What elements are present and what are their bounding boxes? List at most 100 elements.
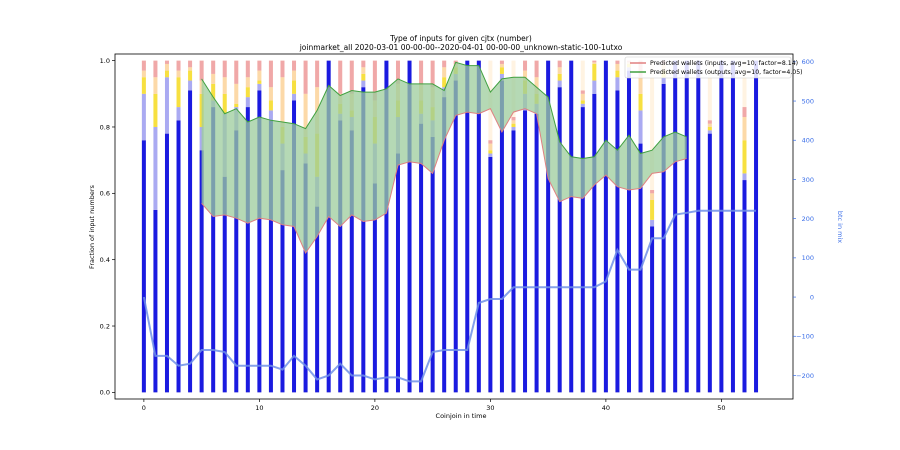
bar-segment-orange [499,63,504,68]
bar-segment-light [488,153,493,157]
bar-segment-main [696,60,701,393]
bar-segment-main [673,60,678,393]
bar-segment-yellow [592,63,597,81]
bar-segment-light [742,173,747,181]
bar-segment-main [395,153,400,393]
bar-segment-main [199,150,204,393]
bar-segment-orange [268,87,273,101]
bar-segment-main [488,156,493,393]
chart-subtitle: joinmarket_all 2020-03-01 00-00-00--2020… [299,43,623,52]
bar-segment-orange [638,77,643,94]
bar-segment-light [164,77,169,134]
bar-segment-yellow [188,70,193,81]
bar-segment-red [557,60,562,68]
btc-in-mix-line [142,209,756,383]
bar-segment-red [211,60,216,74]
bar-segment-orange [523,70,528,81]
bar-segment-red [742,107,747,118]
bar-segment-main [511,130,516,393]
bar-segment-main [557,87,562,393]
bar-segment-orange [141,70,146,78]
bar-segment-main [592,93,597,393]
bar-segment-main [338,120,343,393]
bar-segment-main [268,120,273,393]
bar-segment-light [661,77,666,84]
bar-segment-yellow [442,77,447,88]
bar-segment-main [349,130,354,393]
bar-segment-red [511,117,516,121]
bar-segment-red [534,60,539,78]
bar-segment-red [395,60,400,84]
right-tick-label: 300 [802,176,814,184]
bar-segment-orange [442,67,447,78]
bar-segment-red [361,60,366,68]
right-axis-ticks: −200 −100 0 100 200 300 400 500 600 [793,58,814,380]
legend: Predicted wallets (inputs, avg=10, facto… [624,56,803,79]
bar-segment-red [580,90,585,94]
bar-segment-red [592,60,597,63]
bar-segment-main [292,100,297,393]
x-axis-label: Coinjoin in time [436,412,487,420]
bar-segment-red [303,60,308,94]
bar-segment-light [188,80,193,91]
x-tick-label: 40 [602,404,610,412]
bar-segment-yellow [557,73,562,81]
bar-segment-light [592,80,597,94]
bar-segment-main [234,130,239,393]
bar-segment-light [615,77,620,91]
bar-segment-red [349,60,354,94]
bar-segment-red [280,60,285,78]
inputs-wallets-line [201,108,687,255]
legend-label-outputs: Predicted wallets (outputs, avg=10, fact… [650,69,803,76]
bar-segment-main [176,120,181,393]
bar-segment-main [280,170,285,393]
bar-segment-red [372,60,377,101]
bar-segment-main [546,60,551,393]
bar-segment-red [141,60,146,71]
bar-segment-yellow [176,77,181,108]
bar-segment-yellow [257,80,262,84]
bar-segment-main [730,60,735,393]
y-tick-label: 0.4 [100,256,110,264]
y-tick-label: 1.0 [100,57,110,65]
bar-segment-main [372,183,377,393]
bar-segment-main [499,80,504,393]
bar-segment-red [430,60,435,88]
bar-segment-main [141,140,146,393]
y-axis-label: Fraction of input numbers [88,184,96,268]
bar-segment-light [580,103,585,108]
bar-segment-main [222,176,227,393]
bar-segment-main [315,206,320,393]
bar-segment-yellow [615,70,620,78]
right-tick-label: 0 [810,293,814,301]
bar-segment-main [626,70,631,393]
bar-segment-main [164,133,169,393]
bar-segment-yellow [650,199,655,220]
bar-segment-red [338,60,343,94]
bar-segment-main [569,60,574,393]
bar-segment-red [199,60,204,81]
y-tick-label: 0.8 [100,123,110,131]
bar-segment-orange [292,70,297,81]
right-tick-label: 200 [802,215,814,223]
right-axis-label: btc in mix [836,211,844,243]
bar-segment-red [188,60,193,68]
bar-segment-main [419,123,424,393]
bar-segment-yellow [292,80,297,94]
bar-segment-red [245,60,250,78]
bar-segment-main [476,60,481,393]
lines-layer [142,61,756,383]
bar-segment-main [453,80,458,393]
bar-segment-yellow [361,73,366,81]
bar-segment-red [234,60,239,84]
bar-segment-red [268,60,273,88]
bar-segment-red [488,140,493,144]
bar-segment-red [615,60,620,64]
x-tick-label: 0 [142,404,146,412]
x-tick-label: 30 [486,404,494,412]
x-axis-ticks: 0 10 20 30 40 50 [142,399,726,412]
bar-segment-main [523,110,528,393]
bar-segment-yellow [488,150,493,154]
bar-segment-main [407,60,412,393]
